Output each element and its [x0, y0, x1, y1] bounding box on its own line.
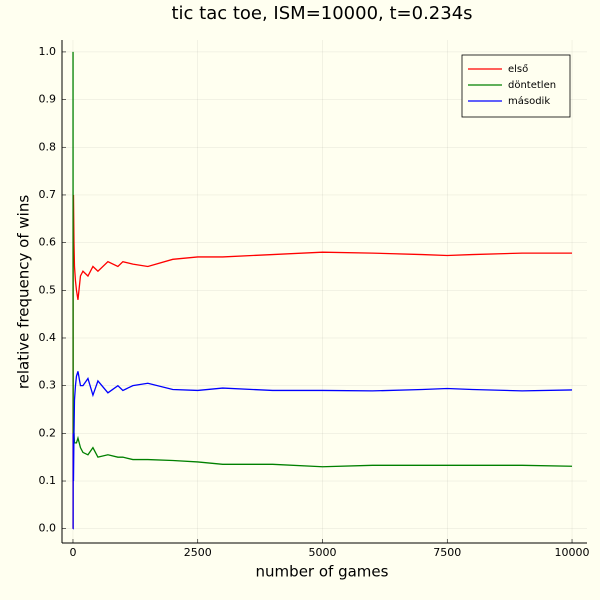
y-tick-label: 0.5	[39, 283, 57, 296]
y-tick-label: 0.7	[39, 188, 57, 201]
y-tick-label: 1.0	[39, 45, 57, 58]
x-tick-label: 2500	[184, 546, 212, 559]
y-tick-label: 0.4	[39, 331, 57, 344]
y-tick-label: 0.1	[39, 474, 57, 487]
y-tick-label: 0.9	[39, 93, 57, 106]
y-tick-label: 0.2	[39, 426, 57, 439]
series-line	[72, 371, 573, 530]
y-tick-label: 0.6	[39, 236, 57, 249]
x-tick-label: 7500	[433, 546, 461, 559]
y-tick-label: 0.3	[39, 379, 57, 392]
y-tick-label: 0.8	[39, 140, 57, 153]
chart-title: tic tac toe, ISM=10000, t=0.234s	[171, 3, 472, 24]
legend-label: döntetlen	[508, 80, 556, 91]
x-tick-label: 10000	[555, 546, 590, 559]
legend-label: első	[508, 63, 528, 75]
legend-label: második	[508, 95, 550, 107]
x-tick-label: 0	[69, 546, 76, 559]
legend-box	[461, 54, 571, 118]
series-line	[72, 194, 573, 529]
y-tick-label: 0.0	[39, 522, 57, 535]
x-axis-label: number of games	[256, 563, 389, 581]
y-axis-label: relative frequency of wins	[15, 195, 33, 390]
x-tick-label: 5000	[309, 546, 337, 559]
